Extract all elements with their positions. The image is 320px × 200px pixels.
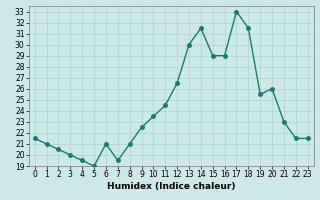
X-axis label: Humidex (Indice chaleur): Humidex (Indice chaleur) [107, 182, 236, 191]
